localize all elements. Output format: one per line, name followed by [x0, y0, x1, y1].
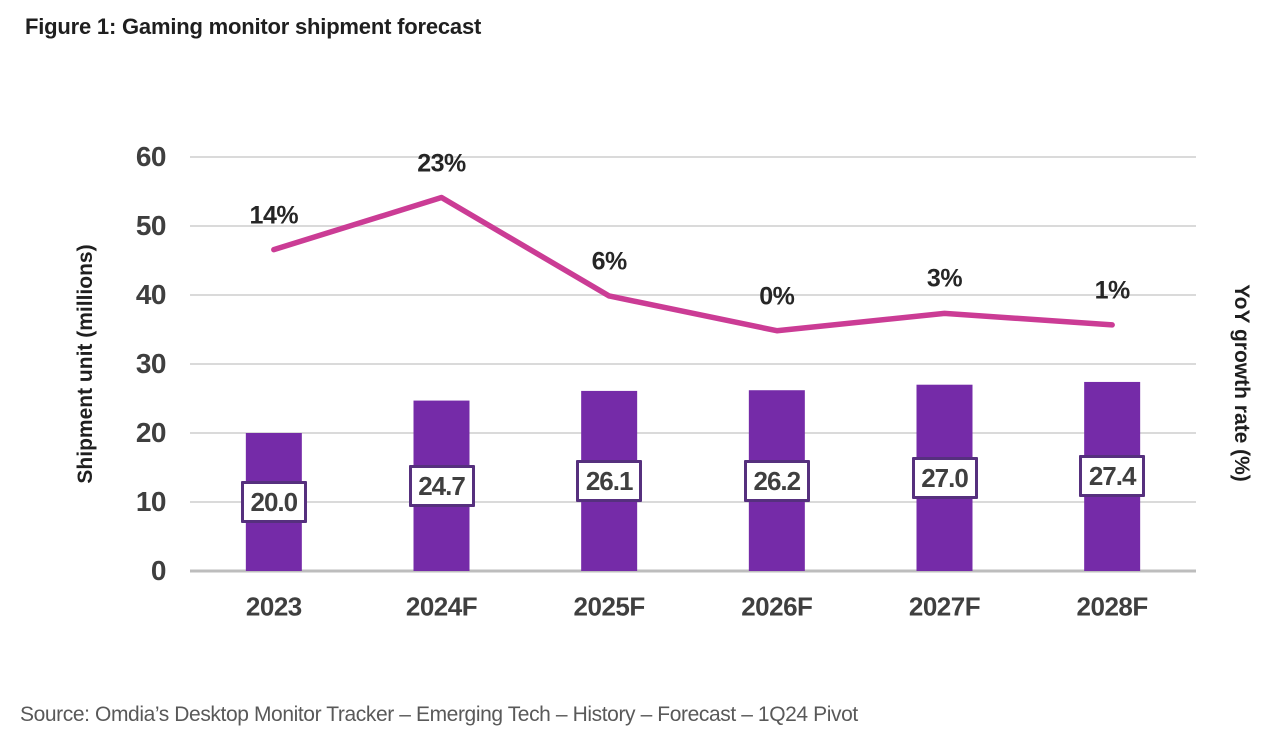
bar-2026F	[748, 390, 805, 571]
bar-2025F	[581, 390, 638, 571]
bar-2027F	[916, 384, 973, 571]
right-axis-title: YoY growth rate (%)	[1230, 284, 1253, 482]
bar-2023	[245, 433, 302, 571]
bar-2024F	[413, 400, 470, 571]
yoy-growth-line	[271, 194, 1115, 334]
left-axis-title: Shipment unit (millions)	[74, 244, 97, 484]
figure-title: Figure 1: Gaming monitor shipment foreca…	[25, 14, 482, 39]
source-note: Source: Omdia’s Desktop Monitor Tracker …	[20, 703, 858, 726]
bar-2028F	[1084, 381, 1141, 571]
